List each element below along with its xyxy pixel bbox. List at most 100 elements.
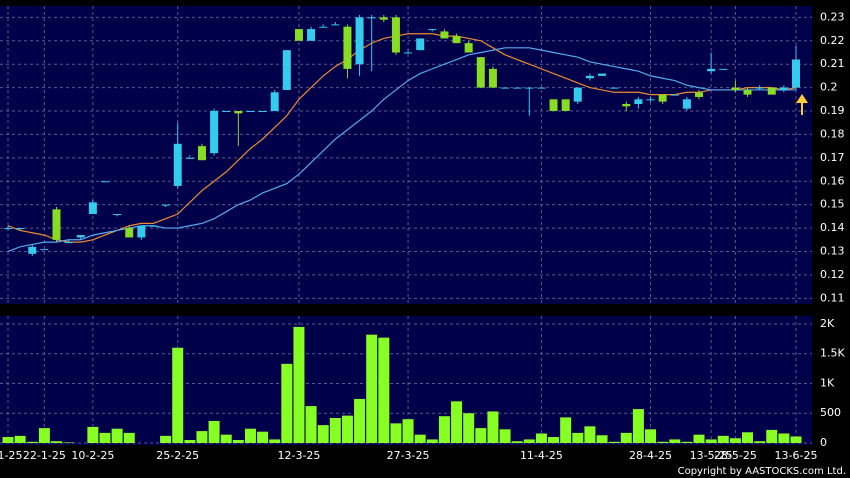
x-tick-label: 11-4-25 [520,449,563,462]
candle-body [404,52,413,54]
volume-bar [475,428,487,443]
y-tick-label: 0.18 [820,127,845,140]
volume-bar [14,435,26,443]
volume-bar [608,441,620,443]
volume-bar [317,425,329,443]
volume-bar [742,432,754,443]
candle-body [501,87,510,89]
candle-body [488,68,497,88]
volume-bar [220,434,232,443]
volume-bar [269,439,281,443]
candle-body [658,94,667,102]
volume-bar [244,428,256,443]
volume-bar [414,434,426,443]
candle-body [197,146,206,161]
candle-body [440,31,449,39]
y-tick-label: 0.15 [820,198,845,211]
volume-bar [111,428,123,443]
volume-bar [402,419,414,443]
volume-bar [584,426,596,443]
volume-bar [63,442,75,443]
candle-body [792,59,800,88]
candle-body [28,246,37,254]
volume-bar [766,429,778,443]
volume-bar [426,439,438,443]
candle-body [561,99,570,112]
y-tick-label: 0.17 [820,151,845,164]
candle-body [682,99,691,109]
volume-bar [390,423,402,443]
candle-body [573,87,582,102]
candle-body [161,204,170,206]
candle-body [234,111,243,114]
plot: 0.11 0.12 0.13 0.14 0.15 0.16 0.17 0.18 0.19 0.2 0… [0,6,845,462]
volume-bar [523,439,535,443]
volume-bar [717,435,729,443]
x-tick-label: 27-3-25 [387,449,430,462]
candle-body [428,29,437,31]
volume-bar [754,441,766,443]
volume-bar [463,413,475,443]
candle-body [598,73,607,76]
y-tick-label: 0.16 [820,174,845,187]
candle-body [416,38,425,51]
volume-bar [632,409,644,443]
marker-arrow [796,94,808,115]
candle-body [452,36,461,44]
candle-body [379,17,388,20]
candle-body [767,87,776,95]
volume-bar [172,347,184,443]
volume-bar [208,420,220,443]
volume-bar [620,432,632,443]
volume-bar [596,435,608,443]
candle-body [149,225,158,227]
candle-body [16,228,25,230]
candle-body [695,92,704,97]
candle-body [64,242,73,244]
candle-body [4,228,12,230]
volume-bar [778,433,790,443]
volume-bar [354,398,366,443]
volume-bar [451,401,463,443]
y-tick-label: 500 [820,406,841,419]
candle-body [173,143,182,186]
candle-body [294,29,303,41]
y-tick-label: 0.11 [820,291,845,304]
y-tick-label: 0.13 [820,244,845,257]
candle-body [282,50,291,90]
y-tick-label: 0.19 [820,104,845,117]
candle-body [731,87,740,90]
candle-body [476,57,485,88]
candle-body [549,99,558,112]
x-tick-label: -1-25 [0,449,22,462]
y-tick-label: 0 [820,436,827,449]
volume-bar [560,417,572,443]
volume-bar [499,429,511,443]
volume-bar [99,432,111,443]
candle-body [307,29,316,41]
candle-body [52,209,61,240]
volume-bar [257,431,269,443]
volume-bar [705,439,717,443]
candle-body [719,68,728,70]
y-tick-label: 0.21 [820,57,845,70]
candle-body [343,26,352,69]
candle-body [222,111,231,113]
x-tick-label: 22-1-25 [23,449,66,462]
candle-body [743,89,752,95]
y-tick-label: 0.22 [820,34,845,47]
volume-bar [87,426,99,443]
candle-body [622,103,631,107]
volume-bar [729,438,741,443]
candle-body [464,43,473,53]
volume-bar [50,441,62,443]
volume-bar [2,437,14,443]
volume-bar [366,334,378,443]
x-tick-label: 28-4-25 [629,449,672,462]
y-tick-label: 0.2 [820,81,838,94]
candle-body [331,24,340,26]
volume-bar [645,429,657,443]
y-tick-label: 2K [820,317,835,330]
volume-bar [511,441,523,443]
volume-bar [329,418,341,443]
